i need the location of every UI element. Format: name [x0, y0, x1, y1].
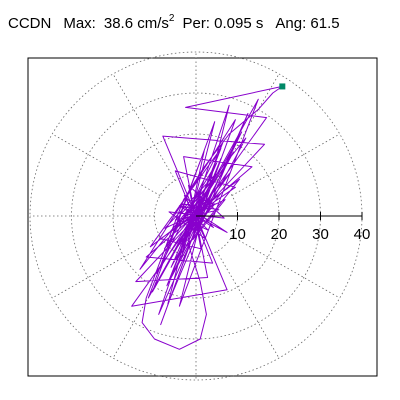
trace-series-1	[131, 85, 283, 350]
max-unit: cm/s	[137, 15, 169, 32]
grid-spoke-11	[216, 251, 280, 359]
max-unit-exponent: 2	[168, 13, 175, 24]
angle-label: Ang:	[275, 15, 307, 32]
grid-spoke-2	[231, 133, 340, 196]
peak-marker-group	[279, 83, 286, 90]
tick-label-3: 30	[312, 226, 329, 243]
max-label: Max:	[63, 15, 96, 32]
grid-spoke-12	[231, 236, 340, 299]
angle-value: 61.5	[310, 15, 340, 32]
tick-label-2: 20	[271, 226, 288, 243]
radial-tick-marks: 10 20 30 40	[229, 212, 370, 243]
period-value: 0.095 s	[214, 15, 264, 32]
grid-spoke-8	[52, 236, 161, 299]
period-label: Per:	[182, 15, 210, 32]
grid-spoke-5	[112, 73, 176, 181]
tick-label-4: 40	[354, 226, 371, 243]
station-code: CCDN	[8, 15, 52, 32]
grid-spoke-6	[52, 133, 161, 196]
max-value: 38.6	[103, 15, 134, 32]
chart-header: CCDN Max: 38.6 cm/s2 Per: 0.095 s Ang: 61.5	[8, 13, 340, 32]
tick-label-1: 10	[229, 226, 246, 243]
plot-frame	[27, 57, 378, 377]
peak-marker	[279, 83, 286, 90]
motion-trace	[131, 85, 283, 350]
